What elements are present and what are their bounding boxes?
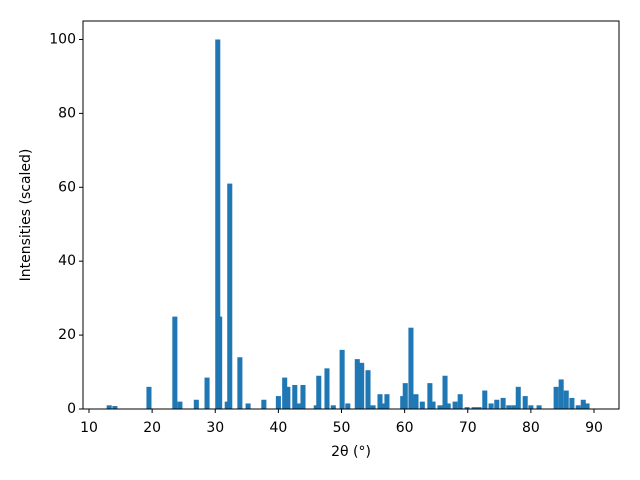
x-tick-label: 80	[522, 420, 540, 436]
bar	[464, 407, 470, 409]
bar	[345, 403, 351, 409]
x-axis-label: 2θ (°)	[331, 444, 371, 460]
bar	[354, 359, 360, 409]
bar	[295, 403, 301, 409]
y-tick-label: 60	[58, 179, 76, 195]
bar	[292, 384, 298, 409]
bar	[500, 397, 506, 409]
bar	[558, 379, 564, 409]
bar	[442, 375, 448, 409]
bar	[536, 405, 542, 409]
x-tick-label: 70	[459, 420, 477, 436]
bar	[261, 399, 267, 409]
bar	[359, 362, 365, 409]
bar	[204, 377, 210, 409]
bar	[528, 405, 534, 409]
bar	[282, 377, 288, 409]
y-tick-label: 40	[58, 253, 76, 269]
bar	[445, 403, 451, 409]
x-tick-label: 20	[143, 420, 161, 436]
bar	[227, 183, 233, 409]
bar	[476, 407, 482, 409]
bar	[146, 386, 152, 409]
bar	[452, 401, 458, 409]
bar	[330, 405, 336, 409]
bar	[380, 403, 386, 409]
bar	[177, 401, 183, 409]
bar	[471, 407, 477, 409]
y-axis-label: Intensities (scaled)	[18, 149, 34, 282]
bar	[511, 405, 517, 409]
bar	[437, 405, 443, 409]
bar	[316, 375, 322, 409]
bar	[402, 383, 408, 409]
bar	[515, 386, 521, 409]
bar	[580, 399, 586, 409]
bar	[494, 399, 500, 409]
bar	[482, 390, 488, 409]
y-tick-label: 20	[58, 327, 76, 343]
bar	[217, 316, 223, 409]
x-tick-label: 90	[585, 420, 603, 436]
bar	[569, 397, 575, 409]
x-tick-label: 30	[206, 420, 224, 436]
bar	[384, 394, 390, 409]
bar	[112, 406, 118, 409]
bar	[285, 386, 291, 409]
bar	[427, 383, 433, 409]
y-tick-label: 0	[67, 401, 76, 417]
bar	[522, 396, 528, 409]
bar	[563, 390, 569, 409]
bar	[193, 399, 199, 409]
bar	[365, 370, 371, 409]
bar	[106, 405, 112, 409]
bar	[339, 349, 345, 409]
x-tick-label: 60	[396, 420, 414, 436]
bar	[430, 401, 436, 409]
bar	[245, 403, 251, 409]
bar	[377, 394, 383, 409]
bar	[408, 327, 414, 409]
bar	[237, 357, 243, 409]
bar	[413, 394, 419, 409]
bar	[370, 405, 376, 409]
bar	[575, 405, 581, 409]
bar	[275, 396, 281, 409]
y-tick-label: 100	[49, 31, 76, 47]
bar	[553, 386, 559, 409]
y-tick-label: 80	[58, 105, 76, 121]
bar	[300, 384, 306, 409]
x-tick-label: 10	[80, 420, 98, 436]
plot-frame	[82, 20, 620, 410]
bar	[324, 368, 330, 409]
bar	[172, 316, 178, 409]
bar	[506, 405, 512, 409]
bar	[488, 403, 494, 409]
bar	[584, 403, 590, 409]
bar	[215, 39, 221, 409]
x-tick-label: 40	[269, 420, 287, 436]
bar	[457, 394, 463, 409]
x-tick-label: 50	[333, 420, 351, 436]
bar	[419, 401, 425, 409]
